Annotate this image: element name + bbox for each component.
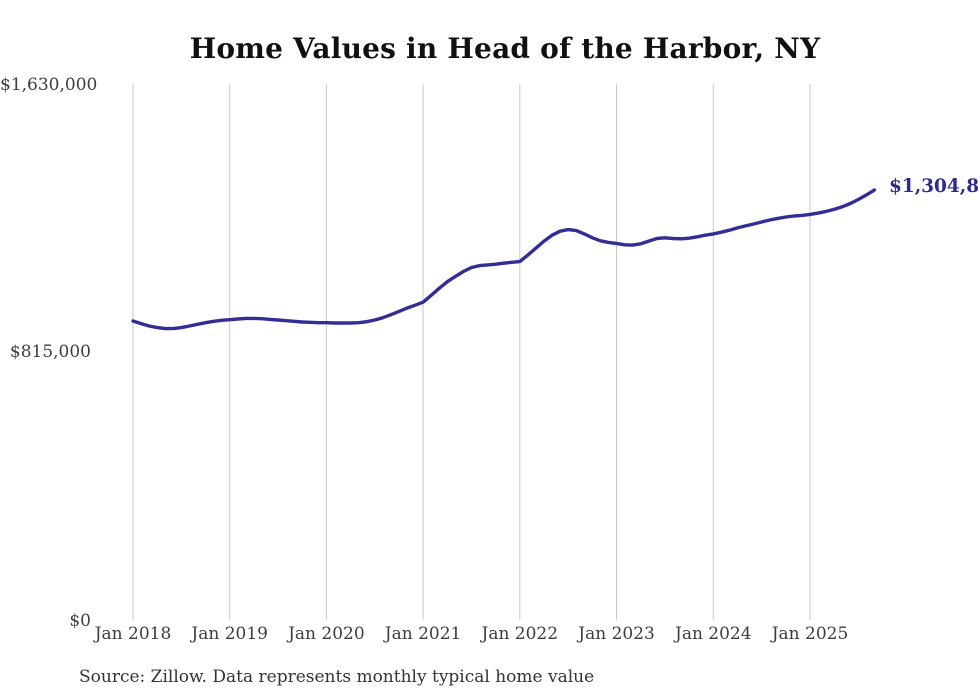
x-axis-tick-label: Jan 2025 [771, 624, 849, 644]
y-axis-tick-label: $1,630,000 [0, 75, 98, 95]
y-axis-tick-label: $815,000 [9, 342, 91, 362]
x-axis-tick-label: Jan 2020 [288, 624, 365, 644]
x-axis-tick-label: Jan 2024 [675, 624, 752, 644]
value-line [131, 188, 877, 331]
source-note: Source: Zillow. Data represents monthly … [79, 667, 595, 687]
latest-value-label: $1,304,818 [889, 176, 980, 197]
y-axis-tick-label: $0 [69, 611, 91, 631]
x-axis-tick-label: Jan 2023 [578, 624, 655, 644]
x-axis-tick-label: Jan 2018 [94, 624, 172, 644]
x-axis-tick-label: Jan 2022 [481, 624, 559, 644]
chart-title: Home Values in Head of the Harbor, NY [189, 32, 821, 65]
x-axis-tick-label: Jan 2021 [384, 624, 462, 644]
x-axis-tick-label: Jan 2019 [191, 624, 268, 644]
